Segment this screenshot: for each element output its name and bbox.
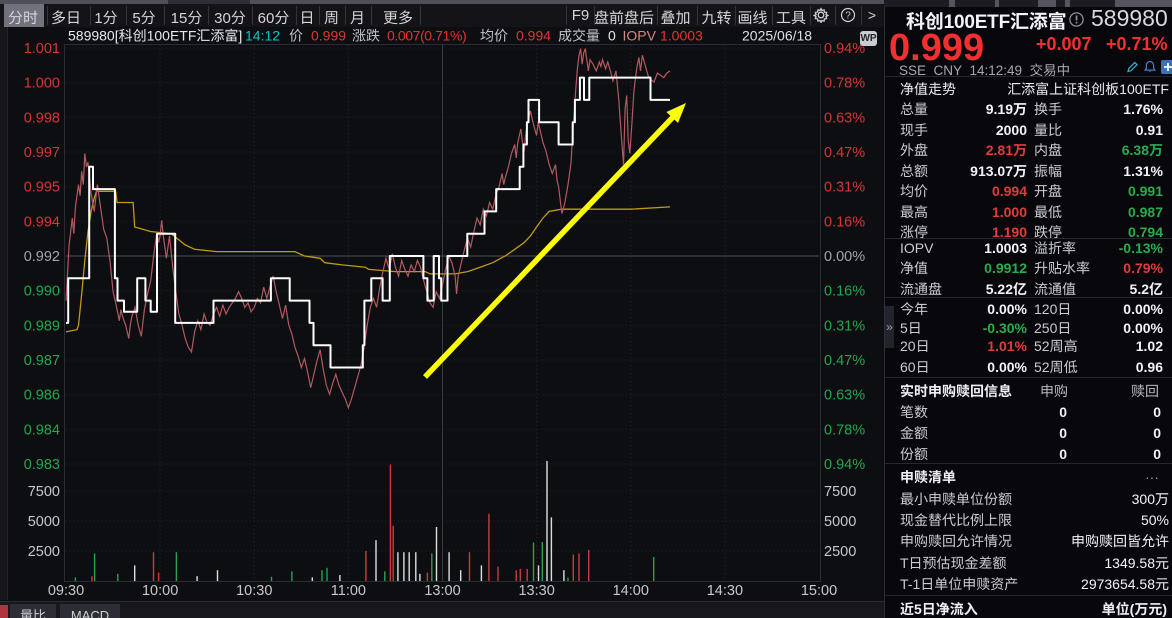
svg-text:0.992: 0.992 [24, 249, 60, 265]
svg-text:0.986: 0.986 [24, 388, 60, 404]
svg-text:0.999: 0.999 [311, 28, 346, 44]
svg-text:IOPV: IOPV [623, 28, 657, 44]
svg-text:均价: 均价 [480, 28, 508, 44]
svg-text:0.983: 0.983 [24, 457, 60, 473]
svg-text:0.31%: 0.31% [824, 180, 865, 196]
svg-text:11:00: 11:00 [331, 583, 366, 599]
svg-text:0.984: 0.984 [24, 422, 60, 438]
svg-text:2500: 2500 [824, 544, 856, 560]
svg-text:1.001: 1.001 [24, 41, 60, 57]
svg-text:2025/06/18: 2025/06/18 [742, 28, 812, 44]
svg-text:成交量: 成交量 [558, 28, 600, 44]
svg-text:1.000: 1.000 [24, 76, 60, 92]
svg-text:5000: 5000 [28, 514, 60, 530]
svg-text:0.78%: 0.78% [824, 422, 865, 438]
svg-text:0.995: 0.995 [24, 180, 60, 196]
svg-text:涨跌: 涨跌 [352, 28, 380, 44]
svg-text:0.94%: 0.94% [824, 457, 865, 473]
svg-text:10:30: 10:30 [236, 583, 272, 599]
svg-text:0.31%: 0.31% [824, 318, 865, 334]
svg-text:7500: 7500 [824, 484, 856, 500]
svg-text:10:00: 10:00 [142, 583, 178, 599]
svg-text:14:30: 14:30 [707, 583, 743, 599]
svg-text:0.78%: 0.78% [824, 76, 865, 92]
svg-text:0.63%: 0.63% [824, 388, 865, 404]
svg-text:0.997: 0.997 [24, 145, 60, 161]
svg-text:0.63%: 0.63% [824, 110, 865, 126]
svg-text:5000: 5000 [824, 514, 856, 530]
svg-text:0.16%: 0.16% [824, 284, 865, 300]
svg-text:0.994: 0.994 [24, 214, 60, 230]
svg-text:1.0003: 1.0003 [660, 28, 703, 44]
svg-text:价: 价 [289, 28, 303, 44]
svg-text:09:30: 09:30 [48, 583, 84, 599]
svg-text:14:12: 14:12 [245, 28, 280, 44]
svg-text:2500: 2500 [28, 544, 60, 560]
svg-text:589980[科创100ETF汇添富]: 589980[科创100ETF汇添富] [68, 28, 242, 44]
svg-text:?: ? [845, 11, 851, 22]
svg-text:7500: 7500 [28, 484, 60, 500]
svg-text:13:30: 13:30 [518, 583, 554, 599]
svg-text:15:00: 15:00 [801, 583, 837, 599]
svg-text:0.987: 0.987 [24, 353, 60, 369]
svg-text:14:00: 14:00 [613, 583, 649, 599]
svg-text:0.007(0.71%): 0.007(0.71%) [387, 28, 466, 44]
svg-text:0.47%: 0.47% [824, 353, 865, 369]
svg-text:0.990: 0.990 [24, 284, 60, 300]
svg-text:0.94%: 0.94% [824, 41, 865, 57]
svg-text:0.989: 0.989 [24, 318, 60, 334]
svg-text:0.00%: 0.00% [824, 249, 865, 265]
svg-text:0.994: 0.994 [516, 28, 551, 44]
svg-text:0.47%: 0.47% [824, 145, 865, 161]
svg-text:13:00: 13:00 [424, 583, 460, 599]
svg-text:0: 0 [608, 28, 616, 44]
svg-text:0.16%: 0.16% [824, 214, 865, 230]
svg-text:0.998: 0.998 [24, 110, 60, 126]
